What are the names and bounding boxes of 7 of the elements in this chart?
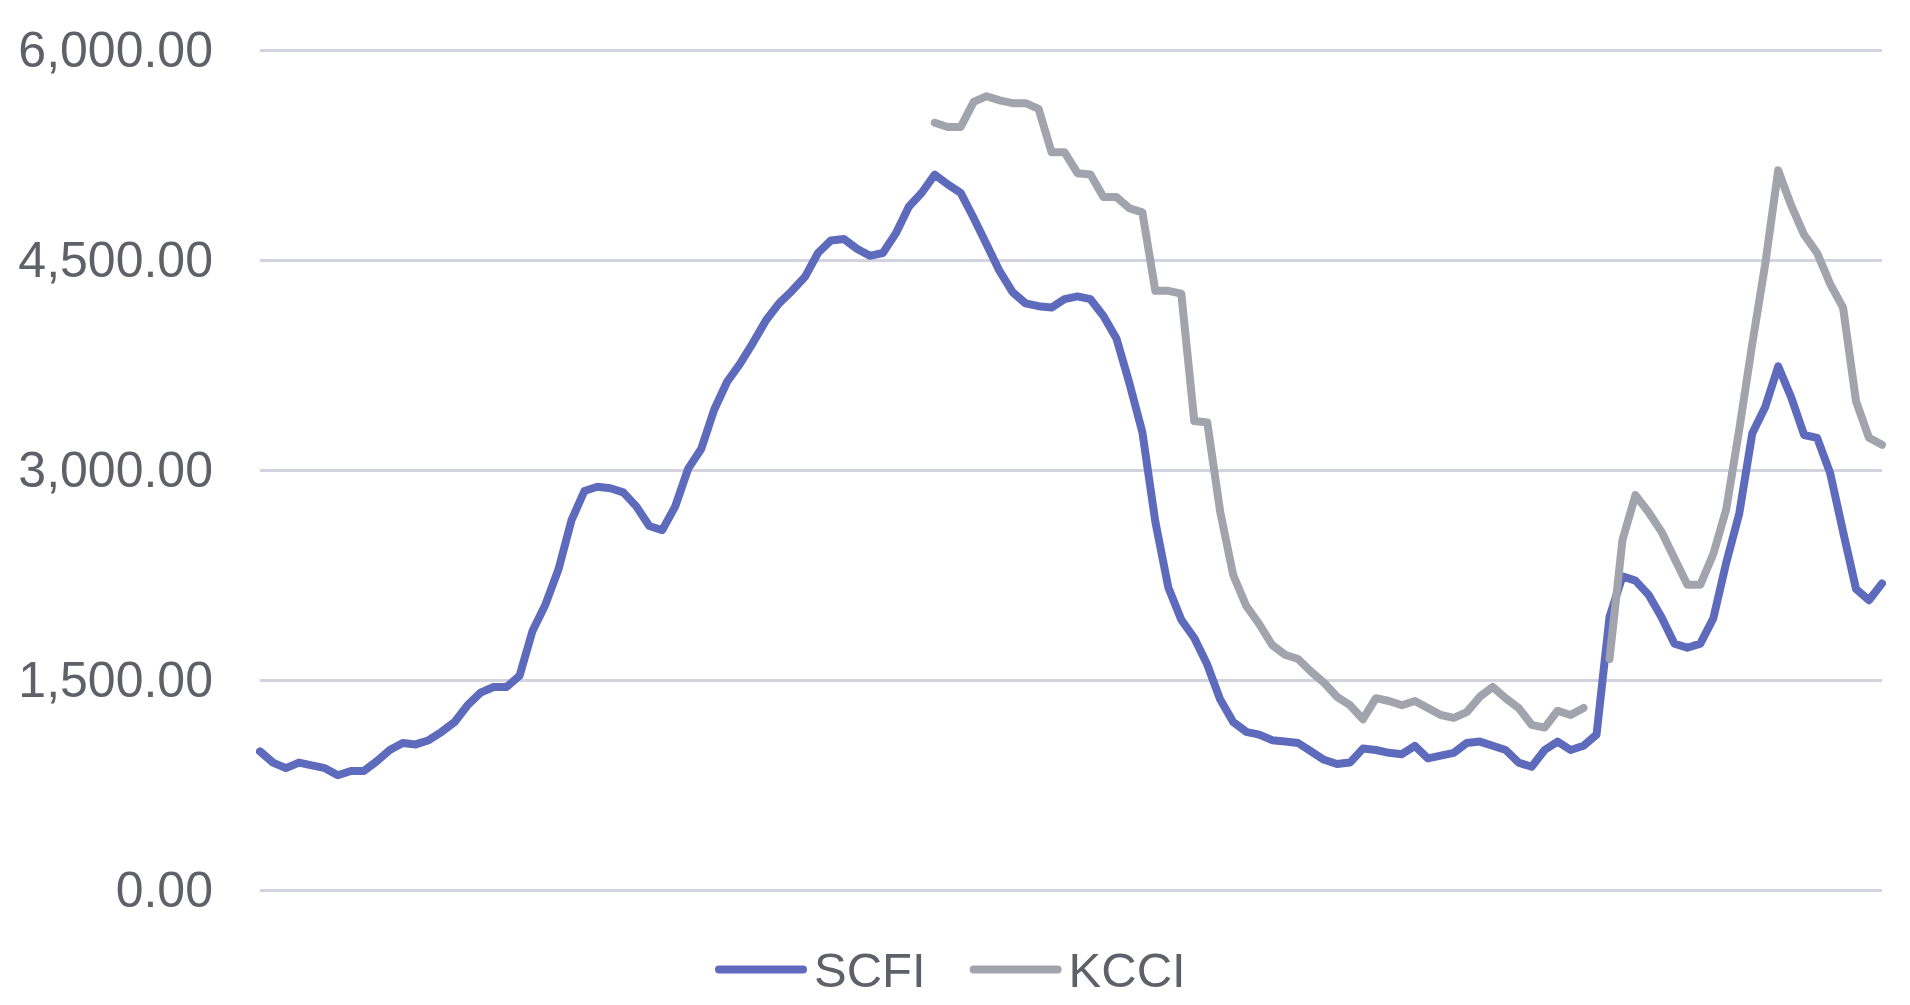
legend-label: KCCI [1068,942,1186,997]
y-tick-label: 1,500.00 [18,652,213,708]
y-tick-label: 0.00 [115,862,213,918]
y-tick-label: 3,000.00 [18,442,213,498]
y-tick-label: 4,500.00 [18,232,213,288]
legend-label: SCFI [814,942,926,997]
y-tick-label: 6,000.00 [18,22,213,78]
